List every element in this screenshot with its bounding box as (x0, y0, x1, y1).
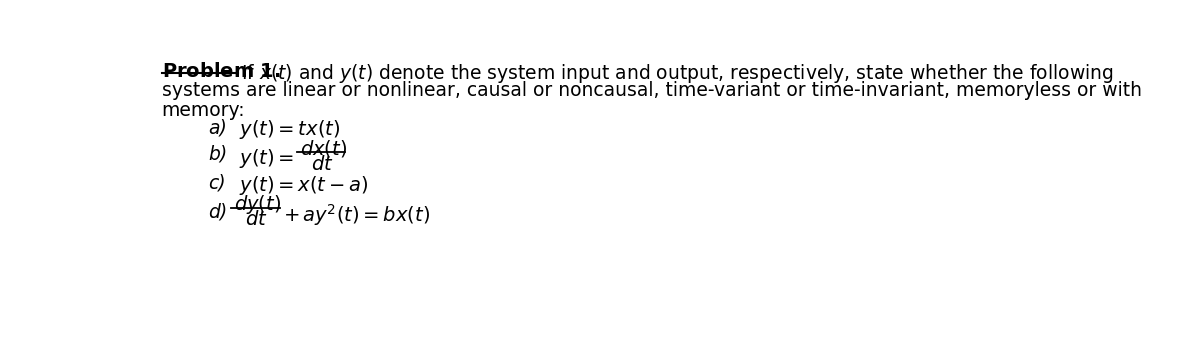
Text: $dx(t)$: $dx(t)$ (300, 138, 347, 159)
Text: If $x(t)$ and $y(t)$ denote the system input and output, respectively, state whe: If $x(t)$ and $y(t)$ denote the system i… (241, 62, 1114, 85)
Text: a): a) (208, 118, 227, 137)
Text: c): c) (208, 174, 226, 193)
Text: memory:: memory: (162, 101, 245, 120)
Text: $y(t) = x(t-a)$: $y(t) = x(t-a)$ (239, 174, 368, 197)
Text: $y(t) = tx(t)$: $y(t) = tx(t)$ (239, 118, 341, 141)
Text: $dy(t)$: $dy(t)$ (234, 193, 281, 216)
Text: d): d) (208, 202, 227, 221)
Text: $dt$: $dt$ (245, 210, 268, 229)
Text: $+ \,ay^2(t) = bx(t)$: $+ \,ay^2(t) = bx(t)$ (283, 202, 431, 228)
Text: $dt$: $dt$ (311, 154, 334, 173)
Text: b): b) (208, 145, 227, 164)
Text: systems are linear or nonlinear, causal or noncausal, time-variant or time-invar: systems are linear or nonlinear, causal … (162, 81, 1141, 100)
Text: $y(t) =$: $y(t) =$ (239, 147, 294, 170)
Text: $\bf{Problem\ 1.}$: $\bf{Problem\ 1.}$ (162, 62, 281, 81)
